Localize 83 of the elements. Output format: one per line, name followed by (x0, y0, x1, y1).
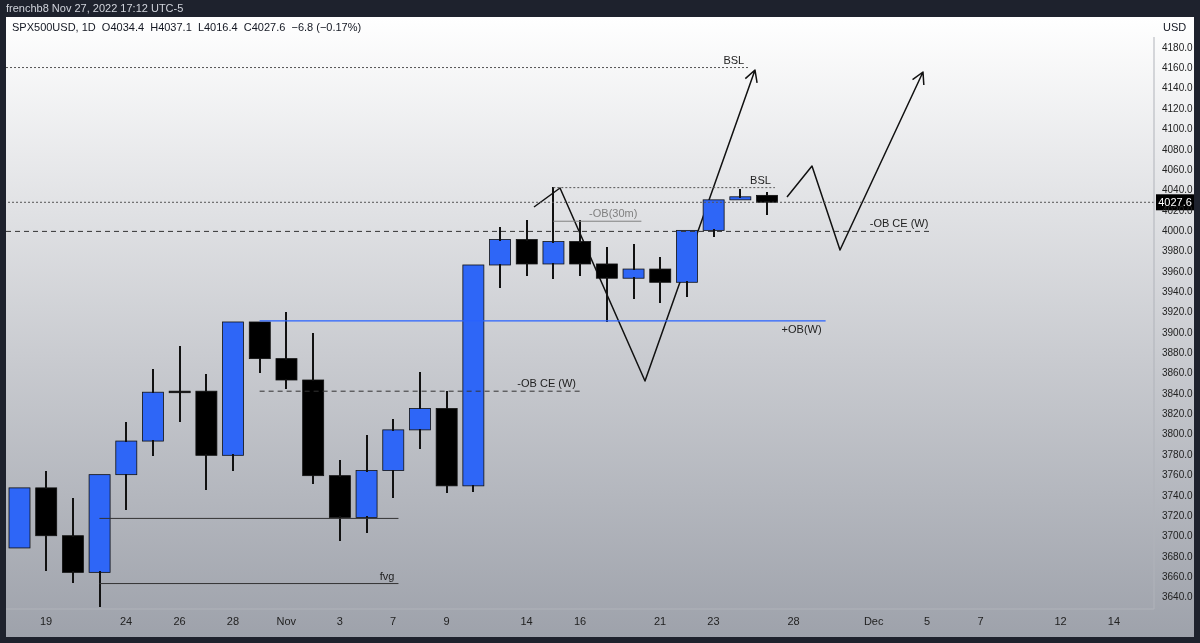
x-tick-label: 21 (653, 614, 667, 627)
candlestick (515, 220, 538, 277)
candlestick (355, 434, 378, 533)
x-tick-label: Dec (863, 614, 884, 627)
x-tick-label: 14 (1107, 614, 1121, 627)
x-tick-label: 14 (520, 614, 533, 627)
candlestick (302, 333, 325, 484)
ref-line-label: 4027.6 (1158, 196, 1192, 209)
candlestick (729, 188, 752, 201)
x-tick-label: 9 (443, 614, 450, 627)
candlestick (195, 373, 218, 490)
y-tick-label: 4160.0 (1162, 62, 1194, 74)
y-tick-label: 3920.0 (1162, 306, 1194, 318)
candlestick (115, 421, 138, 511)
candlestick (248, 321, 271, 373)
x-tick-label: 5 (924, 614, 931, 627)
chart-subtitle: frenchb8 Nov 27, 2022 17:12 UTC-5 (6, 2, 184, 14)
y-tick-label: 4140.0 (1162, 82, 1194, 94)
candlestick (328, 460, 351, 541)
x-tick-label: Nov (276, 614, 297, 627)
y-tick-label: 3740.0 (1162, 489, 1194, 501)
candlestick (62, 498, 84, 583)
candlestick (382, 418, 405, 499)
y-tick-label: 4180.0 (1162, 41, 1194, 53)
candlestick (435, 391, 458, 493)
chart-title: SPX500USD, 1D O4034.4 H4037.1 L4016.4 C4027.6 −6.8 (−0.17%) (12, 21, 362, 33)
y-tick-label: 3880.0 (1162, 347, 1194, 359)
candlestick (649, 256, 672, 303)
x-tick-label: 24 (120, 614, 133, 627)
ref-line-label: fvg (379, 569, 395, 582)
ref-line-label: -OB(30m) (589, 207, 638, 220)
x-tick-label: 23 (707, 614, 720, 627)
x-tick-label: 16 (573, 614, 587, 627)
y-tick-label: 4060.0 (1162, 163, 1194, 175)
ref-line-label: BSL (750, 173, 771, 186)
y-tick-label: 4000.0 (1162, 224, 1194, 236)
candlestick (88, 474, 111, 607)
x-tick-label: 3 (336, 614, 343, 627)
y-tick-label: 3720.0 (1162, 509, 1194, 521)
y-tick-label: 3940.0 (1162, 286, 1194, 297)
x-tick-label: 28 (226, 614, 240, 627)
x-tick-label: 7 (390, 614, 397, 627)
candlestick (622, 243, 645, 299)
y-tick-label: 3960.0 (1162, 265, 1194, 277)
candlestick (542, 186, 565, 280)
candlestick (35, 470, 58, 572)
y-tick-label: 3660.0 (1162, 570, 1194, 582)
y-tick-label: 3820.0 (1162, 408, 1194, 420)
candlestick (702, 199, 725, 238)
candlestick (676, 229, 698, 297)
y-tick-label: 3780.0 (1162, 448, 1194, 460)
x-tick-label: 19 (39, 614, 53, 627)
x-tick-label: 12 (1054, 614, 1067, 627)
candlestick (595, 246, 618, 322)
y-axis-title: USD (1163, 21, 1187, 33)
candlestick (409, 371, 431, 450)
y-tick-label: 3900.0 (1162, 326, 1194, 338)
candlestick (142, 368, 164, 457)
candlestick (569, 220, 592, 277)
y-tick-label: 3860.0 (1162, 367, 1194, 379)
y-tick-label: 3700.0 (1162, 530, 1194, 542)
x-tick-label: 28 (787, 614, 800, 627)
ref-line-label: -OB CE (W) (869, 217, 929, 230)
candlestick (756, 191, 778, 215)
ref-line-label: +OB(W) (781, 322, 822, 335)
x-tick-label: 26 (173, 614, 186, 627)
y-tick-label: 3840.0 (1162, 387, 1194, 399)
candlestick (222, 321, 244, 471)
y-tick-label: 4040.0 (1162, 184, 1194, 196)
y-tick-label: 3760.0 (1162, 469, 1194, 481)
ref-line-label: -OB CE (W) (517, 377, 576, 390)
candlestick (275, 311, 298, 390)
candlestick (489, 227, 511, 289)
y-tick-label: 3680.0 (1162, 550, 1194, 562)
x-tick-label: 7 (977, 614, 984, 627)
y-tick-label: 3980.0 (1162, 245, 1194, 257)
y-tick-label: 4080.0 (1162, 143, 1194, 155)
y-tick-label: 4120.0 (1162, 102, 1194, 114)
candlestick (8, 487, 31, 549)
ref-line-label: BSL (723, 53, 745, 66)
y-tick-label: 3640.0 (1162, 591, 1194, 603)
y-tick-label: 3800.0 (1162, 428, 1194, 440)
y-tick-label: 4100.0 (1162, 123, 1194, 135)
